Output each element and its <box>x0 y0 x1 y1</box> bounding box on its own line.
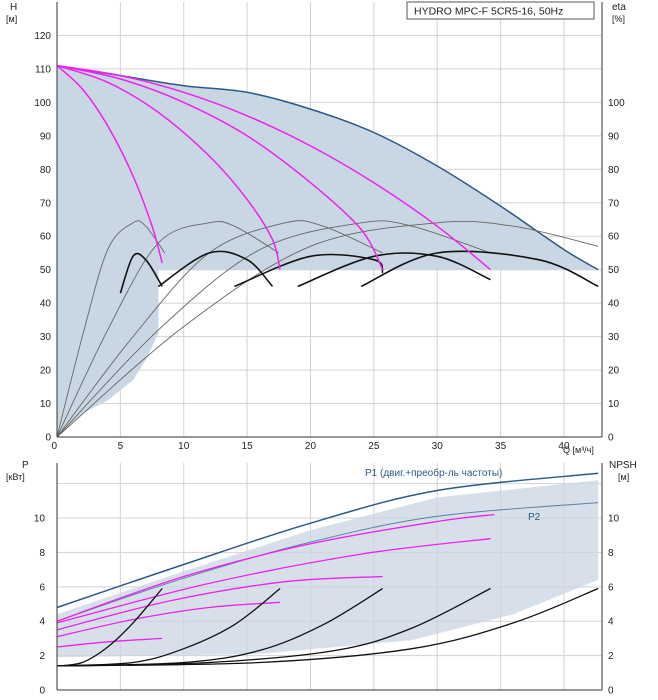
power-tick-label: 10 <box>34 514 46 525</box>
npsh-axis-label: NPSH <box>609 460 637 471</box>
power-axis-label: P <box>22 460 29 471</box>
efficiency-curve <box>56 220 166 438</box>
p2-curve <box>56 502 599 622</box>
flow-tick-label: 30 <box>432 441 444 452</box>
head-tick-label: 100 <box>34 98 51 109</box>
head-tick-label: 20 <box>40 366 52 377</box>
flow-tick-label: 40 <box>558 441 570 452</box>
npsh-curve <box>56 588 163 667</box>
pump-power-curve <box>56 601 281 638</box>
flow-tick-label: 5 <box>118 441 124 452</box>
npsh-curve <box>56 587 599 667</box>
head-tick-label: 10 <box>40 399 52 410</box>
efficiency-operating-curve <box>119 252 163 294</box>
npsh-tick-label: 2 <box>608 651 614 662</box>
eta-tick-label: 70 <box>608 198 620 209</box>
pump-power-curve <box>56 637 163 648</box>
head-axis-unit: [м] <box>6 14 17 24</box>
pump-power-curve <box>56 538 491 624</box>
flow-tick-label: 35 <box>495 441 507 452</box>
p1-curve <box>56 472 599 609</box>
efficiency-curve <box>56 220 491 438</box>
pump-head-curve <box>56 64 281 270</box>
eta-tick-label: 100 <box>608 98 625 109</box>
envelope-max-curve <box>56 64 599 271</box>
head-tick-label: 40 <box>40 299 52 310</box>
head-tick-label: 50 <box>40 265 52 276</box>
npsh-tick-label: 10 <box>608 514 620 525</box>
p2-series-label: P2 <box>528 512 541 523</box>
eta-tick-label: 50 <box>608 265 620 276</box>
power-tick-label: 0 <box>39 686 45 697</box>
power-envelope <box>57 480 599 658</box>
eta-tick-label: 20 <box>608 366 620 377</box>
flow-tick-label: 10 <box>178 441 190 452</box>
efficiency-curve <box>56 220 599 438</box>
power-tick-label: 2 <box>39 651 45 662</box>
head-tick-label: 70 <box>40 198 52 209</box>
low-flow-envelope <box>57 269 159 437</box>
power-chart-series <box>56 472 599 667</box>
npsh-tick-label: 0 <box>608 686 614 697</box>
eta-tick-label: 90 <box>608 131 620 142</box>
eta-tick-label: 0 <box>608 433 614 444</box>
pump-power-curve <box>56 513 495 622</box>
head-tick-label: 0 <box>45 433 51 444</box>
power-tick-label: 4 <box>39 617 45 628</box>
head-tick-label: 90 <box>40 131 52 142</box>
chart-title: HYDRO MPC-F 5CR5-16, 50Hz <box>414 6 563 18</box>
eta-tick-label: 60 <box>608 232 620 243</box>
efficiency-curve <box>56 220 280 438</box>
eta-tick-label: 10 <box>608 399 620 410</box>
head-tick-label: 30 <box>40 332 52 343</box>
npsh-tick-label: 4 <box>608 617 614 628</box>
head-tick-label: 110 <box>35 64 51 75</box>
npsh-tick-label: 6 <box>608 582 614 593</box>
pump-power-curve <box>56 575 383 631</box>
p1-series-label: P1 (двиг.+преобр-ль частоты) <box>365 467 502 479</box>
head-chart-series <box>56 64 599 438</box>
chart-axes: 0102030405060708090100110120010203040506… <box>34 2 625 697</box>
title-box <box>406 1 595 20</box>
efficiency-operating-curve <box>234 253 384 288</box>
flow-tick-label: 15 <box>242 441 254 452</box>
power-tick-label: 8 <box>39 548 45 559</box>
head-tick-label: 60 <box>40 232 52 243</box>
power-axis-unit: [кВт] <box>6 472 25 482</box>
npsh-tick-label: 8 <box>608 548 614 559</box>
eta-tick-label: 40 <box>608 299 620 310</box>
head-tick-label: 120 <box>34 31 51 42</box>
efficiency-operating-curve <box>297 252 491 288</box>
flow-tick-label: 20 <box>305 441 317 452</box>
pump-head-curve <box>56 64 384 271</box>
flow-tick-label: 25 <box>368 441 380 452</box>
head-axis-label: H <box>10 2 17 13</box>
flow-axis-label: Q [м³/ч] <box>563 445 594 455</box>
power-tick-label: 6 <box>39 582 45 593</box>
flow-tick-label: 0 <box>51 441 57 452</box>
pump-head-curve <box>56 64 491 271</box>
eta-tick-label: 30 <box>608 332 620 343</box>
head-tick-label: 80 <box>40 165 52 176</box>
efficiency-curve <box>56 220 383 438</box>
eta-axis-label: eta <box>612 2 626 13</box>
operating-envelope <box>57 65 599 270</box>
eta-tick-label: 80 <box>608 165 620 176</box>
npsh-axis-unit: [м] <box>618 472 629 482</box>
pump-head-curve <box>56 65 163 264</box>
efficiency-operating-curve <box>360 250 599 288</box>
eta-axis-unit: [%] <box>612 14 625 24</box>
